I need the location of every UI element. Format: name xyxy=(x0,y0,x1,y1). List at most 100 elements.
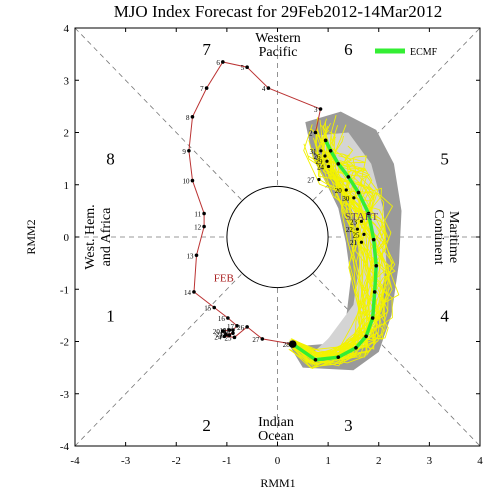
chart-title: MJO Index Forecast for 29Feb2012-14Mar20… xyxy=(114,2,443,21)
ensemble-mean-line xyxy=(290,138,379,362)
observed-point xyxy=(222,334,227,339)
observed-point xyxy=(226,316,230,320)
ensemble-member-line xyxy=(292,144,377,356)
phase-label-5: 5 xyxy=(440,150,449,169)
observed-point xyxy=(318,107,323,111)
observed-day-label: 26 xyxy=(237,324,245,332)
x-tick-label: 1 xyxy=(325,455,331,467)
x-tick-label: -4 xyxy=(70,455,80,467)
observed-point xyxy=(245,325,249,329)
y-tick-label: 4 xyxy=(64,23,70,35)
legend: ECMF xyxy=(375,47,438,58)
x-axis-label: RMM1 xyxy=(260,476,295,490)
x-tick-label: -1 xyxy=(222,455,231,467)
observed-point xyxy=(202,211,206,216)
forecast-point xyxy=(355,227,359,231)
observed-day-label: 4 xyxy=(262,85,266,93)
forecast-day-label: 23 xyxy=(350,218,358,226)
forecast-point xyxy=(362,232,366,236)
observed-day-label: 13 xyxy=(187,252,195,260)
forecast-point xyxy=(323,154,327,158)
forecast-point xyxy=(359,219,364,223)
legend-label: ECMF xyxy=(410,47,438,58)
observed-point xyxy=(221,60,225,64)
forecast-point xyxy=(326,164,331,169)
x-tick-label: 4 xyxy=(477,455,483,467)
observed-point xyxy=(204,86,209,90)
ensemble-mean-point xyxy=(364,334,368,339)
forecast-point xyxy=(359,240,364,244)
forecast-point xyxy=(317,177,321,182)
weak-mjo-circle xyxy=(226,185,329,289)
phase-label-4: 4 xyxy=(440,306,449,325)
ensemble-mean-point xyxy=(371,237,376,242)
observed-day-label: 8 xyxy=(186,114,190,122)
phase-label-6: 6 xyxy=(344,40,353,59)
ensemble-member-line xyxy=(295,147,385,368)
phase-label-2: 2 xyxy=(202,416,211,435)
y-tick-label: -2 xyxy=(60,337,69,349)
observed-day-label: 5 xyxy=(241,64,245,72)
phase-label-3: 3 xyxy=(344,416,353,435)
observed-trajectory: 2345678910111213141516171819202122232425… xyxy=(182,59,323,349)
y-tick-label: 1 xyxy=(64,180,70,192)
ensemble-mean-point xyxy=(356,190,361,195)
forecast-day-label: 21 xyxy=(350,239,358,247)
observed-day-label: 14 xyxy=(184,289,192,297)
phase-label-8: 8 xyxy=(106,150,115,169)
ensemble-member-line xyxy=(293,140,392,368)
observed-point xyxy=(212,305,217,310)
y-tick-label: 3 xyxy=(64,75,70,87)
ensemble-mean-point xyxy=(374,263,379,268)
observed-point xyxy=(227,333,232,338)
region-top-line2: Pacific xyxy=(259,45,298,60)
observed-day-label: 7 xyxy=(200,85,204,93)
observed-day-label: 20 xyxy=(213,328,221,336)
ensemble-mean-point xyxy=(323,138,328,143)
observed-point xyxy=(231,331,235,335)
region-top-line1: Western xyxy=(255,31,301,46)
region-left-line1: West. Hem. xyxy=(83,204,98,269)
observed-point xyxy=(221,329,225,333)
y-tick-label: -3 xyxy=(60,389,70,401)
forecast-day-label: 31 xyxy=(309,148,317,156)
observed-point xyxy=(187,148,191,153)
observed-day-label: 2 xyxy=(309,130,313,138)
ensemble-mean-point xyxy=(354,345,358,350)
x-tick-label: -2 xyxy=(172,455,181,467)
observed-day-label: 17 xyxy=(227,323,235,331)
observed-point xyxy=(232,335,237,340)
observed-point xyxy=(245,65,249,69)
observed-point xyxy=(190,115,195,119)
phase-label-1: 1 xyxy=(106,306,115,325)
x-axis-ticks: -4 -3 -2 -1 0 1 2 3 4 xyxy=(70,28,483,467)
observed-point xyxy=(313,130,318,135)
region-right-line1: Maritime xyxy=(446,211,461,263)
forecast-day-label: 20 xyxy=(335,187,343,195)
ensemble-mean-point xyxy=(366,211,371,216)
observed-day-label: 3 xyxy=(314,106,318,114)
observed-day-label: 22 xyxy=(223,330,231,338)
region-bottom-line2: Ocean xyxy=(258,429,294,444)
forecast-day-label: 26 xyxy=(313,153,321,161)
x-tick-label: 2 xyxy=(376,455,382,467)
observed-point xyxy=(235,324,239,328)
region-right-line2: Continent xyxy=(431,209,446,264)
y-tick-label: -4 xyxy=(60,441,70,453)
observed-point xyxy=(231,328,235,332)
observed-point xyxy=(190,178,195,183)
ensemble-member-line xyxy=(289,160,394,369)
ensemble-member-line xyxy=(288,128,393,361)
observed-day-label: 6 xyxy=(216,59,220,67)
ensemble-mean-point xyxy=(336,162,341,166)
observed-point xyxy=(194,253,199,258)
forecast-day-label: 29 xyxy=(316,158,324,166)
observed-day-label: 12 xyxy=(194,224,202,232)
ensemble-mean-point xyxy=(313,357,318,362)
y-axis-label: RMM2 xyxy=(24,219,38,254)
region-bottom-line1: Indian xyxy=(258,415,294,430)
x-tick-label: 3 xyxy=(427,455,433,467)
ensemble-mean-point xyxy=(372,290,377,294)
observed-point xyxy=(266,86,271,90)
observed-day-label: 16 xyxy=(218,315,226,323)
